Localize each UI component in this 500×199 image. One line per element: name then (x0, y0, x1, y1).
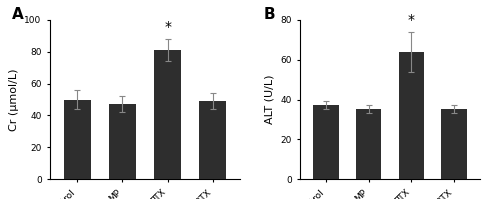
Text: A: A (12, 7, 24, 22)
Text: B: B (264, 7, 276, 22)
Bar (398, 52, 424, 179)
Bar (154, 50, 181, 179)
Bar (356, 109, 382, 179)
Y-axis label: Cr (μmol/L): Cr (μmol/L) (9, 68, 19, 131)
Bar (109, 104, 136, 179)
Bar (64, 100, 90, 179)
Bar (313, 105, 338, 179)
Y-axis label: ALT (U/L): ALT (U/L) (264, 75, 274, 124)
Text: *: * (408, 13, 415, 27)
Bar (442, 109, 467, 179)
Text: *: * (164, 20, 171, 34)
Bar (200, 101, 226, 179)
